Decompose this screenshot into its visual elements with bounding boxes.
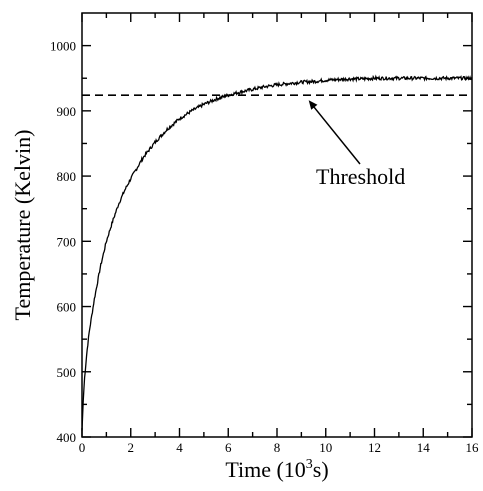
temperature-series-line <box>81 74 473 431</box>
y-tick-label: 500 <box>57 365 77 380</box>
y-tick-label: 400 <box>57 430 77 445</box>
x-tick-label: 8 <box>274 440 281 455</box>
threshold-arrow-head <box>308 100 318 110</box>
x-tick-label: 4 <box>176 440 183 455</box>
y-tick-label: 1000 <box>50 39 76 54</box>
x-tick-label: 6 <box>225 440 232 455</box>
y-tick-label: 700 <box>57 234 77 249</box>
x-tick-label: 2 <box>128 440 135 455</box>
y-tick-label: 800 <box>57 169 77 184</box>
x-tick-label: 0 <box>79 440 86 455</box>
threshold-label: Threshold <box>316 164 405 189</box>
x-axis-title-suffix: s) <box>313 457 329 482</box>
threshold-arrow <box>311 103 361 165</box>
x-tick-label: 16 <box>466 440 480 455</box>
plot-frame <box>81 12 473 438</box>
y-tick-label: 600 <box>57 300 77 315</box>
x-tick-label: 12 <box>368 440 381 455</box>
axis-ticks <box>81 13 473 438</box>
x-axis-title: Time (103s) <box>225 457 328 482</box>
x-tick-label: 14 <box>417 440 431 455</box>
tick-labels: 0 2 4 6 8 10 12 14 16 400 500 600 700 800 900 1000 <box>50 39 479 455</box>
x-tick-label: 10 <box>319 440 332 455</box>
x-axis-title-superscript: 3 <box>306 457 313 472</box>
threshold-annotation: Threshold <box>308 100 405 189</box>
y-tick-label: 900 <box>57 104 77 119</box>
x-axis-title-main: Time (10 <box>225 457 305 482</box>
y-axis-title: Temperature (Kelvin) <box>10 130 35 321</box>
